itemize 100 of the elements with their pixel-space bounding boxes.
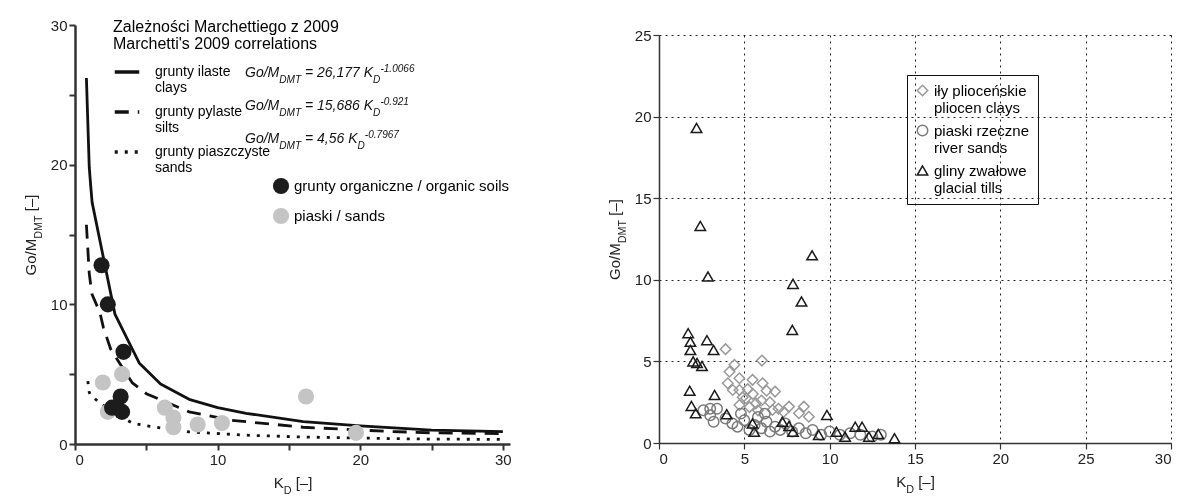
point <box>746 373 759 386</box>
point <box>844 427 857 440</box>
x-tick-label: 20 <box>352 450 370 468</box>
point <box>760 384 773 397</box>
x-tick-label: 20 <box>992 449 1010 467</box>
point <box>740 392 753 405</box>
point <box>743 401 756 414</box>
point <box>733 398 746 411</box>
y-tick-label: 20 <box>50 156 68 174</box>
x-tick-label: 5 <box>740 449 750 467</box>
point <box>786 278 799 290</box>
point <box>347 424 365 441</box>
legend-title: Zależności Marchettiego z 2009 Marchetti's 2009 correlations <box>113 18 339 52</box>
point <box>94 374 111 391</box>
point <box>734 407 747 420</box>
legend-label: iły plioceńskie pliocen clays <box>934 81 1027 116</box>
point <box>755 394 768 407</box>
point <box>114 403 131 420</box>
point <box>888 432 901 444</box>
point <box>726 383 739 396</box>
point <box>189 416 206 433</box>
point <box>755 354 768 367</box>
point <box>854 428 867 441</box>
point <box>738 414 751 427</box>
point <box>93 257 110 274</box>
point <box>700 334 713 346</box>
y-tick-label: 10 <box>634 271 652 289</box>
x-tick-label: 30 <box>1154 449 1172 467</box>
point <box>690 122 703 134</box>
point <box>766 404 779 417</box>
point <box>704 409 717 422</box>
point <box>777 406 790 418</box>
point <box>701 271 714 282</box>
point <box>691 357 704 369</box>
point <box>684 336 697 348</box>
point <box>755 422 768 435</box>
point <box>720 408 733 420</box>
y-tick-label: 15 <box>634 189 652 207</box>
point <box>763 396 776 409</box>
point <box>733 372 746 385</box>
point <box>719 412 732 425</box>
legend-label: gliny zwałowe glacial tills <box>934 161 1027 196</box>
point <box>711 402 724 415</box>
point <box>806 423 819 436</box>
point <box>763 425 776 438</box>
point <box>719 343 732 356</box>
y-tick-label: 20 <box>634 108 652 126</box>
legend-label: grunty organiczne / organic soils <box>294 177 510 194</box>
point <box>756 377 769 390</box>
point <box>733 383 746 396</box>
y-tick-label: 5 <box>643 352 652 370</box>
x-tick-label: 30 <box>495 450 512 468</box>
point <box>726 417 739 430</box>
point <box>687 356 700 367</box>
point <box>856 421 869 432</box>
y-tick-label: 0 <box>59 435 68 453</box>
point <box>820 409 833 421</box>
point <box>696 360 708 372</box>
point <box>839 431 852 442</box>
x-axis-title: K$_{D}$ [–] <box>273 473 313 496</box>
x-tick-label: 0 <box>75 450 84 468</box>
point <box>721 377 734 390</box>
legend-label: piaski / sands <box>294 207 385 224</box>
point <box>806 250 819 261</box>
point <box>746 388 759 401</box>
point <box>685 400 698 412</box>
point <box>866 430 879 443</box>
point <box>697 404 710 417</box>
point <box>751 410 764 423</box>
point <box>758 407 771 420</box>
point <box>99 296 116 313</box>
point <box>682 327 695 339</box>
point <box>743 423 756 436</box>
x-tick-label: 0 <box>659 449 668 467</box>
y-tick-label: 0 <box>643 434 652 452</box>
legend-label: piaski rzeczne river sands <box>934 121 1030 156</box>
point <box>731 420 744 433</box>
point <box>694 220 707 232</box>
legend-label: grunty ilaste clays <box>155 63 231 95</box>
point <box>704 402 717 415</box>
point <box>792 407 805 420</box>
point <box>769 385 782 398</box>
point <box>799 427 812 440</box>
point <box>783 420 796 432</box>
point <box>802 410 815 423</box>
point <box>683 385 696 397</box>
point <box>689 408 702 419</box>
point <box>213 415 230 432</box>
point <box>748 426 761 438</box>
x-tick-label: 10 <box>209 450 227 468</box>
y-tick-label: 30 <box>50 16 68 34</box>
point <box>728 358 741 371</box>
point <box>297 388 315 405</box>
y-tick-label: 25 <box>634 26 652 44</box>
point <box>115 343 132 360</box>
point <box>772 402 785 415</box>
point <box>684 344 697 356</box>
legend-label: grunty pylaste silts <box>155 103 243 135</box>
point <box>774 423 787 436</box>
x-tick-label: 10 <box>821 449 839 467</box>
